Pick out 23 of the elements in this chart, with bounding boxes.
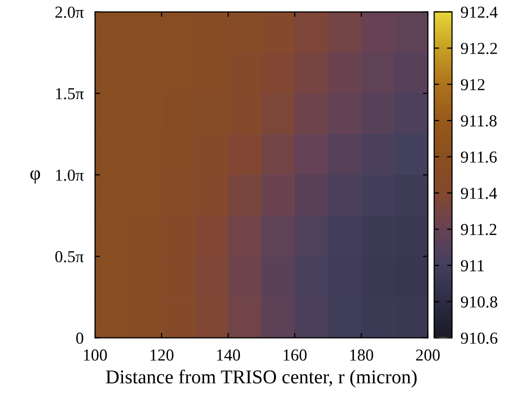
color-bar-label: 912 [460,79,484,90]
color-bar-label: 911.4 [460,188,497,199]
x-tick-label: 120 [150,349,174,361]
color-bar-label: 910.6 [460,332,498,344]
y-tick-label: 1.5π [56,88,84,100]
y-tick-label: 0.5π [55,251,84,262]
y-tick-label: 1.0π [56,170,84,181]
y-axis-title: φ [30,170,40,184]
y-tick-label: 0 [76,332,84,344]
x-tick-label: 100 [84,349,107,361]
color-bar-label: 912.2 [460,42,497,54]
x-tick-label: 200 [416,349,440,361]
x-tick-label: 140 [217,349,240,361]
x-tick-label: 180 [350,349,374,361]
color-bar-label: 912.4 [460,6,498,18]
x-tick-label: 160 [284,349,307,361]
color-bar-label: 910.8 [460,296,498,308]
color-bar-label: 911.6 [460,152,497,163]
y-tick-label: 2.0π [55,6,84,18]
color-bar-label: 911.8 [460,115,497,127]
color-bar-label: 911 [460,260,484,272]
color-bar-label: 911.2 [460,224,496,236]
x-axis-title: Distance from TRISO center, r (micron) [106,370,417,388]
